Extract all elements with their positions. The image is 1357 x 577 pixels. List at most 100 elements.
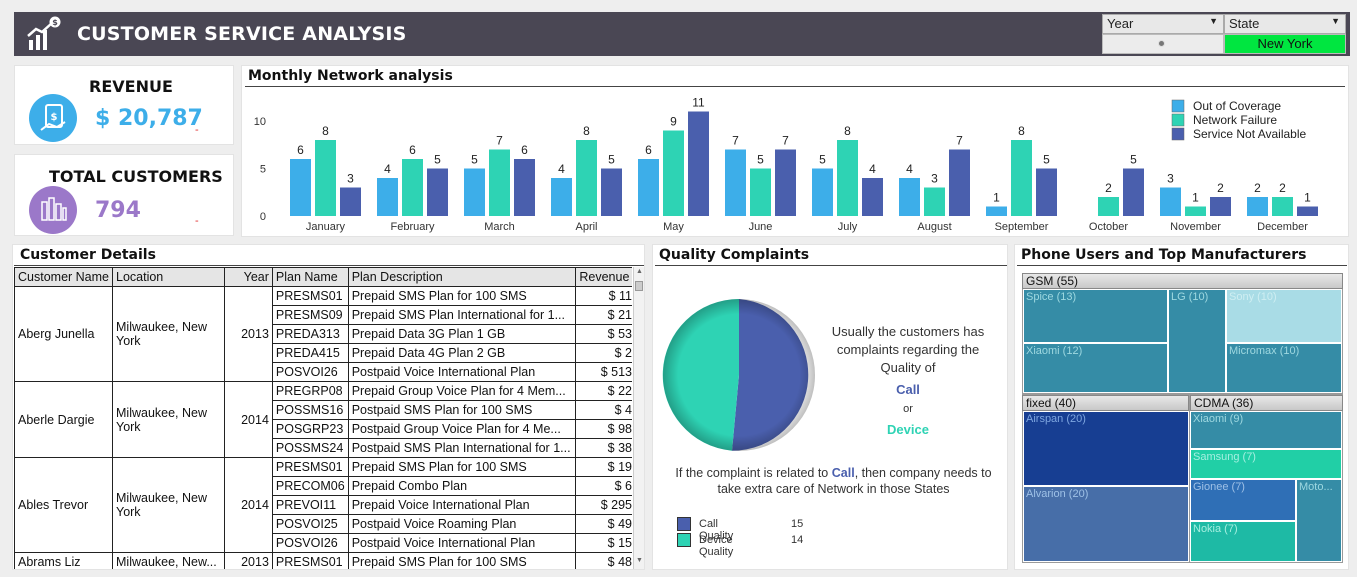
table-row[interactable]: Aberle Dargie Milwaukee, New York 2014 PREG… bbox=[14, 381, 632, 458]
treemap-group-cdma[interactable]: CDMA (36) bbox=[1190, 395, 1343, 411]
treemap-cell[interactable]: Nokia (7) bbox=[1190, 521, 1296, 562]
bar-data-label: 1 bbox=[993, 191, 1000, 205]
quality-advice: If the complaint is related to Call, the… bbox=[671, 465, 996, 497]
treemap-cell[interactable]: Sony (10) bbox=[1226, 289, 1342, 343]
treemap-cell[interactable]: Xiaomi (12) bbox=[1023, 343, 1168, 393]
chart-bar bbox=[924, 187, 945, 216]
treemap-cell[interactable]: Xiaomi (9) bbox=[1190, 411, 1342, 449]
chart-bar bbox=[663, 130, 684, 216]
revenue-cell: $ 38 bbox=[575, 438, 632, 458]
table-row[interactable]: POSVOI26 Postpaid Voice International Pla… bbox=[15, 533, 632, 553]
legend-swatch-icon bbox=[1171, 127, 1185, 141]
scroll-thumb[interactable] bbox=[635, 281, 643, 291]
chart-bar bbox=[601, 168, 622, 216]
treemap-cell[interactable]: LG (10) bbox=[1168, 289, 1226, 393]
customers-indicator: - bbox=[195, 215, 199, 227]
quality-title: Quality Complaints bbox=[659, 247, 810, 263]
revenue-cell: $ 48 bbox=[575, 552, 632, 569]
location-cell: Milwaukee, New... bbox=[111, 552, 226, 569]
state-dropdown[interactable]: State ▼ bbox=[1224, 14, 1346, 34]
x-tick-label: September bbox=[995, 221, 1049, 233]
customers-bars-icon bbox=[29, 186, 77, 234]
treemap-group-fixed[interactable]: fixed (40) bbox=[1022, 395, 1189, 411]
quality-complaints-card: Quality Complaints Usually the customers… bbox=[652, 244, 1008, 570]
year-cell: 2014 bbox=[224, 457, 273, 553]
treemap-cell[interactable]: Spice (13) bbox=[1023, 289, 1168, 343]
table-row[interactable]: PREDA415 Prepaid Data 4G Plan 2 GB $ 2 bbox=[15, 343, 632, 363]
treemap-group-gsm[interactable]: GSM (55) bbox=[1022, 273, 1343, 289]
table-row[interactable]: Aberg Junella Milwaukee, New York 2013 PRES… bbox=[14, 286, 632, 382]
chart-bar bbox=[1123, 168, 1144, 216]
plan-description-cell: Postpaid SMS Plan for 100 SMS bbox=[347, 400, 577, 420]
x-tick-label: March bbox=[484, 221, 515, 233]
dropdown-arrow-icon: ▼ bbox=[1209, 16, 1218, 26]
col-header[interactable]: Revenue bbox=[575, 267, 632, 287]
bar-data-label: 6 bbox=[297, 143, 304, 157]
treemap-cell[interactable]: Gionee (7) bbox=[1190, 479, 1296, 521]
bar-data-label: 5 bbox=[471, 153, 478, 167]
location-cell: Milwaukee, New York bbox=[111, 457, 226, 553]
year-slicer-value[interactable] bbox=[1102, 34, 1224, 54]
chart-bar bbox=[1036, 168, 1057, 216]
revenue-cell: $ 19 bbox=[575, 457, 632, 477]
chart-bar bbox=[775, 149, 796, 216]
plan-name-cell: PREDA313 bbox=[271, 324, 349, 344]
col-header[interactable]: Customer Name bbox=[14, 267, 113, 287]
treemap-cell[interactable]: Samsung (7) bbox=[1190, 449, 1342, 479]
state-slicer-value[interactable]: New York bbox=[1224, 34, 1346, 54]
chart-bar bbox=[427, 168, 448, 216]
bar-data-label: 7 bbox=[782, 134, 789, 148]
table-row[interactable]: Abrams Liz Milwaukee, New... 2013 PRESMS01 P… bbox=[14, 552, 632, 569]
revenue-cell: $ 98 bbox=[575, 419, 632, 439]
advice-suffix: , then company needs to take extra care … bbox=[717, 466, 992, 496]
x-tick-label: February bbox=[390, 221, 435, 233]
bar-data-label: 2 bbox=[1254, 181, 1261, 195]
chart-bar bbox=[1297, 206, 1318, 216]
table-row[interactable]: PREVOI11 Prepaid Voice International Plan… bbox=[15, 495, 632, 515]
legend-swatch-icon bbox=[1171, 113, 1185, 127]
location-cell: Milwaukee, New York bbox=[111, 381, 226, 458]
revenue-card: REVENUE $ $ 20,787 - bbox=[14, 65, 234, 145]
col-header[interactable]: Plan Description bbox=[347, 267, 577, 287]
chart-bar bbox=[899, 178, 920, 216]
revenue-cell: $ 6 bbox=[575, 476, 632, 496]
call-word: Call bbox=[896, 382, 920, 397]
treemap-cell[interactable]: Alvarion (20) bbox=[1023, 486, 1189, 562]
monthly-bar-chart: 0 5 10 6 8 3 January 4 6 5 February 5 7 6 March 4 8 5 Apri… bbox=[254, 96, 1318, 233]
table-scrollbar[interactable]: ▲ ▼ bbox=[633, 267, 644, 569]
table-header-row: Customer Name Location Year Plan Name Pl… bbox=[14, 267, 632, 287]
legend-label: Network Failure bbox=[1193, 113, 1277, 127]
table-row[interactable]: Ables Trevor Milwaukee, New York 2014 PRESM… bbox=[14, 457, 632, 553]
customer-name-cell: Ables Trevor bbox=[14, 457, 113, 553]
customers-card: TOTAL CUSTOMERS 794 - bbox=[14, 154, 234, 236]
plan-description-cell: Postpaid Voice International Plan bbox=[347, 533, 577, 553]
plan-name-cell: PREGRP08 bbox=[271, 381, 349, 401]
bar-data-label: 8 bbox=[844, 124, 851, 138]
bar-data-label: 5 bbox=[757, 153, 764, 167]
table-row[interactable]: PRECOM06 Prepaid Combo Plan $ 6 bbox=[15, 476, 632, 496]
plan-name-cell: PRESMS01 bbox=[271, 457, 349, 477]
col-header[interactable]: Year bbox=[224, 267, 273, 287]
col-header[interactable]: Plan Name bbox=[271, 267, 349, 287]
chart-bar bbox=[402, 159, 423, 216]
chart-bar bbox=[315, 140, 336, 216]
bar-data-label: 6 bbox=[521, 143, 528, 157]
plan-name-cell: PREDA415 bbox=[271, 343, 349, 363]
svg-text:$: $ bbox=[52, 18, 58, 27]
growth-chart-icon: $ bbox=[27, 16, 61, 50]
table-row[interactable]: POSSMS16 Postpaid SMS Plan for 100 SMS $ 4 bbox=[15, 400, 632, 420]
treemap-cell[interactable]: Moto... bbox=[1296, 479, 1342, 562]
scroll-down-icon[interactable]: ▼ bbox=[636, 557, 643, 564]
scroll-up-icon[interactable]: ▲ bbox=[636, 268, 643, 275]
bar-data-label: 7 bbox=[956, 134, 963, 148]
customer-table: Customer Name Location Year Plan Name Pl… bbox=[14, 267, 632, 569]
col-header[interactable]: Location bbox=[111, 267, 226, 287]
chart-bar bbox=[812, 168, 833, 216]
customers-value: 794 bbox=[95, 198, 141, 223]
table-row[interactable]: PRESMS09 Prepaid SMS Plan International f… bbox=[15, 305, 632, 325]
advice-call: Call bbox=[831, 466, 855, 480]
treemap-cell[interactable]: Micromax (10) bbox=[1226, 343, 1342, 393]
chart-bar bbox=[464, 168, 485, 216]
treemap-cell[interactable]: Airspan (20) bbox=[1023, 411, 1189, 486]
year-dropdown[interactable]: Year ▼ bbox=[1102, 14, 1224, 34]
